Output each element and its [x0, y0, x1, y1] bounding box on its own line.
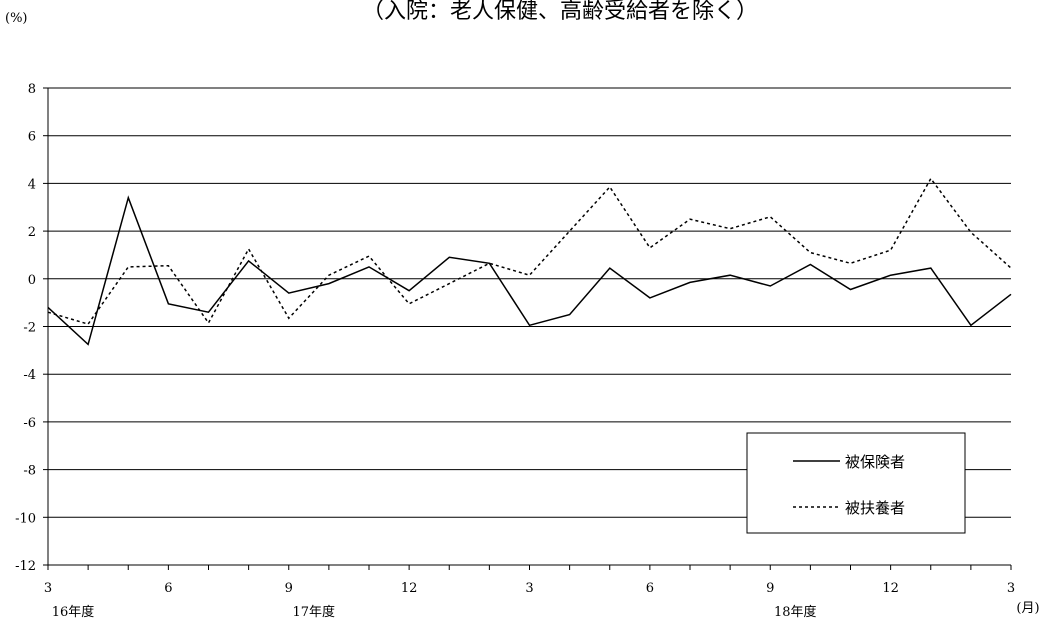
legend-box — [746, 432, 966, 534]
y-tick-label: -2 — [23, 321, 36, 336]
series-lines — [47, 177, 1012, 346]
x-tick-label: 12 — [882, 581, 899, 596]
x-tick-label: 9 — [766, 581, 774, 596]
fiscal-year-label: 17年度 — [292, 604, 335, 620]
y-tick-label: 4 — [28, 177, 36, 192]
series-line-insured — [47, 195, 1012, 346]
x-tick-label: 6 — [164, 581, 172, 596]
legend-label-insured: 被保険者 — [845, 453, 905, 471]
x-tick-label: 3 — [525, 581, 533, 596]
x-tick-label: 12 — [401, 581, 418, 596]
y-tick-label: -8 — [23, 464, 36, 479]
y-tick-label: 8 — [28, 82, 36, 97]
y-axis-unit-label: (%) — [5, 11, 28, 26]
series-line-dependents — [47, 177, 1012, 325]
y-tick-label: -10 — [15, 511, 36, 526]
axes — [47, 88, 1011, 566]
y-tick-labels: 8 6 4 2 0 -2 -4 -6 -8 -10 -12 — [15, 82, 36, 574]
y-tick-label: 2 — [28, 225, 36, 240]
x-tick-label: 6 — [646, 581, 654, 596]
y-tick-label: -6 — [23, 416, 36, 431]
x-axis-unit-label: (月) — [1016, 601, 1039, 616]
fiscal-year-label: 16年度 — [52, 604, 95, 620]
y-tick-label: 6 — [28, 130, 36, 145]
y-tick-label: -12 — [15, 559, 36, 574]
grid-lines — [43, 87, 1012, 570]
fiscal-year-label: 18年度 — [774, 604, 817, 620]
x-tick-label: 3 — [44, 581, 52, 596]
chart-title: （入院：老人保健、高齢受給者を除く） — [362, 0, 758, 24]
legend-label-dependents: 被扶養者 — [845, 499, 905, 517]
y-tick-label: -4 — [23, 368, 36, 383]
x-tick-label: 3 — [1007, 581, 1015, 596]
legend: 被保険者 被扶養者 — [746, 432, 966, 534]
y-tick-label: 0 — [28, 273, 36, 288]
x-tick-label: 9 — [285, 581, 293, 596]
